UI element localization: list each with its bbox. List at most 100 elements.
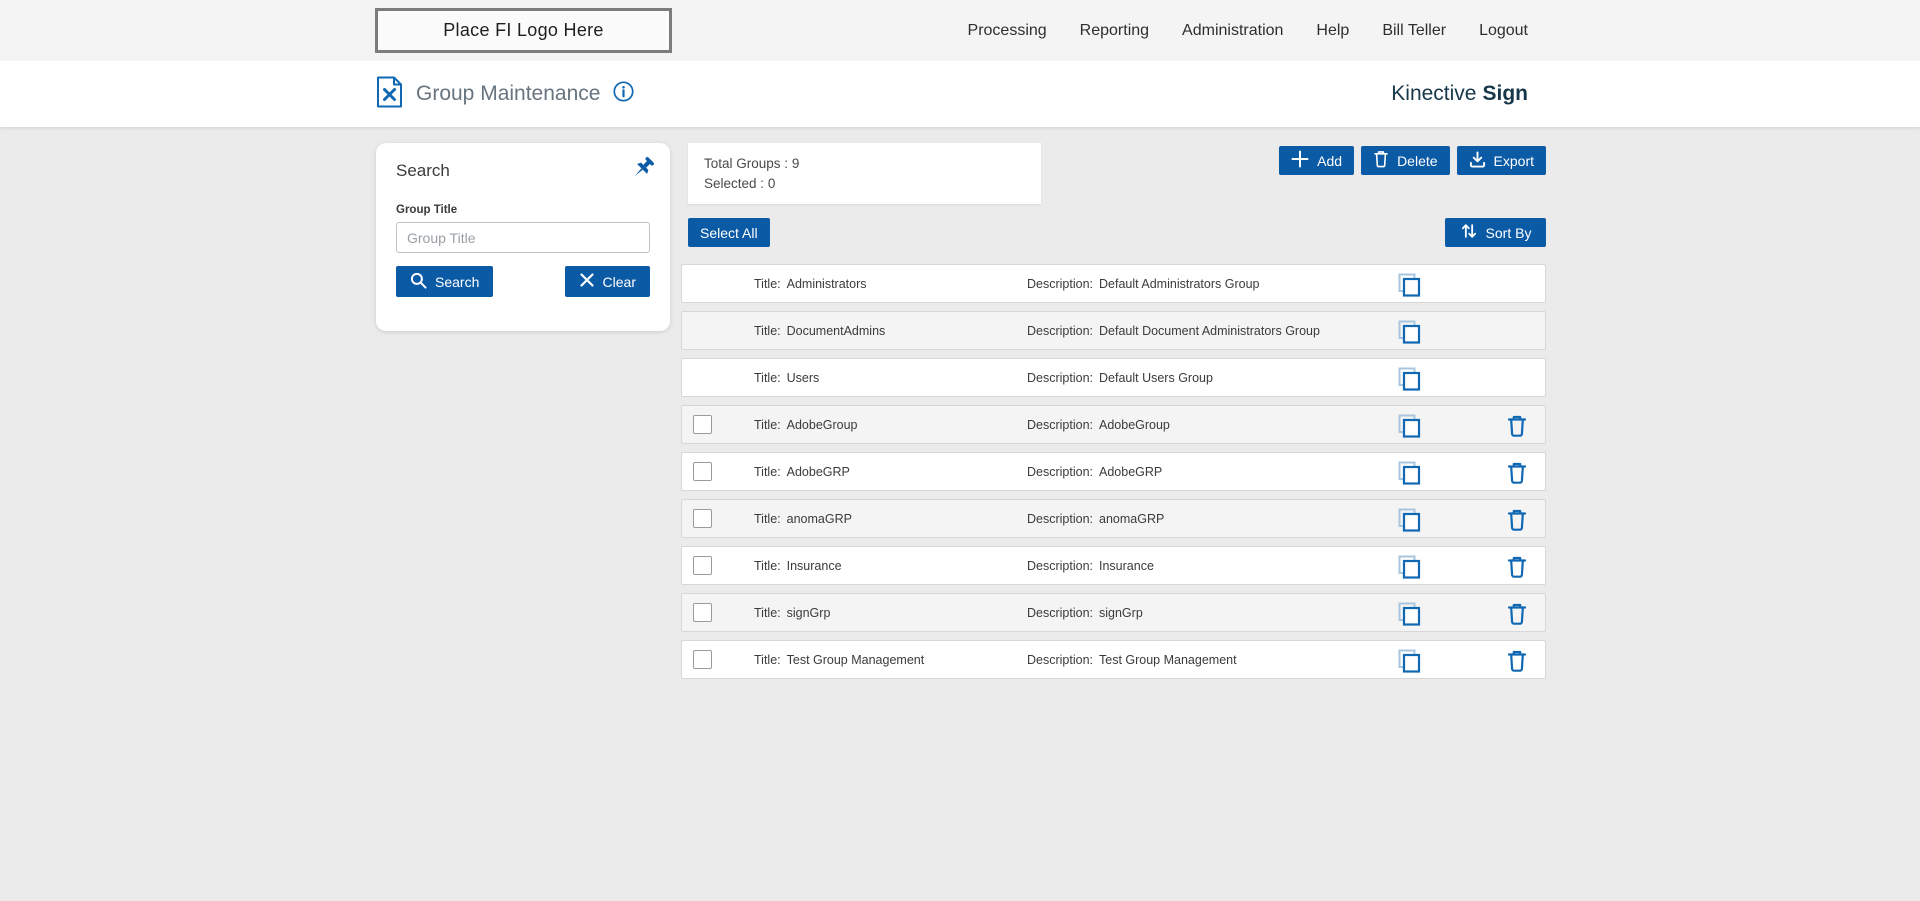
copy-icon[interactable] — [1396, 554, 1422, 580]
plus-icon — [1291, 150, 1309, 171]
group-row[interactable]: Title: Insurance Description: Insurance — [681, 546, 1546, 585]
delete-button[interactable]: Delete — [1361, 146, 1450, 175]
group-row[interactable]: Title: Users Description: Default Users … — [681, 358, 1546, 397]
pin-icon[interactable] — [629, 155, 656, 182]
group-title-label: Group Title — [396, 204, 458, 216]
row-checkbox[interactable] — [693, 509, 712, 528]
group-list: Title: Administrators Description: Defau… — [681, 264, 1546, 687]
row-title-value: DocumentAdmins — [786, 323, 886, 338]
nav-item-administration[interactable]: Administration — [1182, 21, 1284, 39]
row-title-label: Title: — [754, 370, 781, 385]
main-nav: Processing Reporting Administration Help… — [968, 0, 1528, 61]
nav-item-reporting[interactable]: Reporting — [1079, 21, 1150, 39]
total-groups-label: Total Groups : — [704, 156, 789, 171]
row-description-value: Test Group Management — [1099, 652, 1237, 667]
delete-icon[interactable] — [1504, 554, 1530, 580]
row-checkbox[interactable] — [693, 415, 712, 434]
copy-icon[interactable] — [1396, 366, 1422, 392]
row-title-value: anomaGRP — [786, 511, 852, 526]
brand-product: Sign — [1482, 82, 1529, 105]
row-description-label: Description: — [1027, 511, 1093, 526]
group-row[interactable]: Title: DocumentAdmins Description: Defau… — [681, 311, 1546, 350]
export-button-label: Export — [1493, 152, 1534, 169]
row-title-label: Title: — [754, 464, 781, 479]
fi-logo-placeholder: Place FI Logo Here — [375, 8, 672, 53]
selected-label: Selected : — [704, 176, 765, 191]
sort-by-button[interactable]: Sort By — [1445, 218, 1546, 247]
row-title-label: Title: — [754, 511, 781, 526]
row-description-label: Description: — [1027, 605, 1093, 620]
group-row[interactable]: Title: AdobeGroup Description: AdobeGrou… — [681, 405, 1546, 444]
group-row[interactable]: Title: anomaGRP Description: anomaGRP — [681, 499, 1546, 538]
row-description-label: Description: — [1027, 652, 1093, 667]
fi-logo-text: Place FI Logo Here — [443, 20, 604, 40]
delete-icon[interactable] — [1504, 648, 1530, 674]
row-description-value: Default Administrators Group — [1099, 276, 1260, 291]
copy-icon[interactable] — [1396, 272, 1422, 298]
nav-item-user[interactable]: Bill Teller — [1382, 21, 1447, 39]
add-button-label: Add — [1317, 152, 1343, 169]
delete-icon[interactable] — [1504, 601, 1530, 627]
brand-name: Kinective — [1391, 82, 1477, 105]
row-description-label: Description: — [1027, 417, 1093, 432]
selected-count: 0 — [767, 176, 776, 191]
row-title-value: signGrp — [786, 605, 831, 620]
row-description-value: signGrp — [1099, 605, 1143, 620]
row-title-label: Title: — [754, 417, 781, 432]
row-title-label: Title: — [754, 323, 781, 338]
search-button[interactable]: Search — [396, 266, 494, 297]
copy-icon[interactable] — [1396, 507, 1422, 533]
action-buttons: Add Delete Export — [1263, 146, 1546, 175]
copy-icon[interactable] — [1396, 648, 1422, 674]
copy-icon[interactable] — [1396, 319, 1422, 345]
row-title-value: Test Group Management — [786, 652, 925, 667]
copy-icon[interactable] — [1396, 601, 1422, 627]
row-title-value: AdobeGroup — [786, 417, 858, 432]
nav-item-logout[interactable]: Logout — [1479, 21, 1528, 39]
sort-arrows-icon — [1460, 222, 1478, 243]
row-title-label: Title: — [754, 276, 781, 291]
nav-item-help[interactable]: Help — [1316, 21, 1350, 39]
group-row[interactable]: Title: AdobeGRP Description: AdobeGRP — [681, 452, 1546, 491]
selected-line: Selected : 0 — [704, 174, 1025, 194]
nav-item-processing[interactable]: Processing — [967, 21, 1047, 39]
export-button[interactable]: Export — [1456, 146, 1546, 175]
search-button-label: Search — [435, 273, 480, 290]
row-title-label: Title: — [754, 652, 781, 667]
total-groups-line: Total Groups : 9 — [704, 154, 1025, 174]
clear-button[interactable]: Clear — [564, 266, 650, 297]
row-description-value: Insurance — [1099, 558, 1154, 573]
delete-icon[interactable] — [1504, 460, 1530, 486]
row-checkbox[interactable] — [693, 462, 712, 481]
sort-by-label: Sort By — [1485, 224, 1532, 241]
select-all-button[interactable]: Select All — [688, 218, 770, 247]
row-checkbox[interactable] — [693, 556, 712, 575]
search-panel-title: Search — [396, 161, 450, 180]
row-checkbox[interactable] — [693, 603, 712, 622]
delete-icon[interactable] — [1504, 413, 1530, 439]
group-title-input[interactable] — [396, 222, 650, 253]
copy-icon[interactable] — [1396, 460, 1422, 486]
top-bar: Place FI Logo Here Processing Reporting … — [0, 0, 1920, 61]
trash-icon — [1373, 150, 1389, 171]
add-button[interactable]: Add — [1279, 146, 1355, 175]
info-icon[interactable] — [613, 81, 635, 107]
row-title-value: Administrators — [786, 276, 867, 291]
row-checkbox[interactable] — [693, 650, 712, 669]
group-row[interactable]: Title: Test Group Management Description… — [681, 640, 1546, 679]
row-description-value: AdobeGroup — [1099, 417, 1170, 432]
copy-icon[interactable] — [1396, 413, 1422, 439]
delete-button-label: Delete — [1397, 152, 1438, 169]
total-groups-count: 9 — [791, 156, 800, 171]
row-title-value: AdobeGRP — [786, 464, 850, 479]
delete-icon[interactable] — [1504, 507, 1530, 533]
group-row[interactable]: Title: signGrp Description: signGrp — [681, 593, 1546, 632]
row-title-value: Users — [786, 370, 820, 385]
row-description-label: Description: — [1027, 323, 1093, 338]
group-row[interactable]: Title: Administrators Description: Defau… — [681, 264, 1546, 303]
title-bar: Group Maintenance Kinective Sign — [0, 61, 1920, 127]
row-description-label: Description: — [1027, 276, 1093, 291]
search-icon — [410, 272, 427, 292]
clear-x-icon — [579, 272, 595, 291]
group-maintenance-icon — [376, 76, 403, 113]
